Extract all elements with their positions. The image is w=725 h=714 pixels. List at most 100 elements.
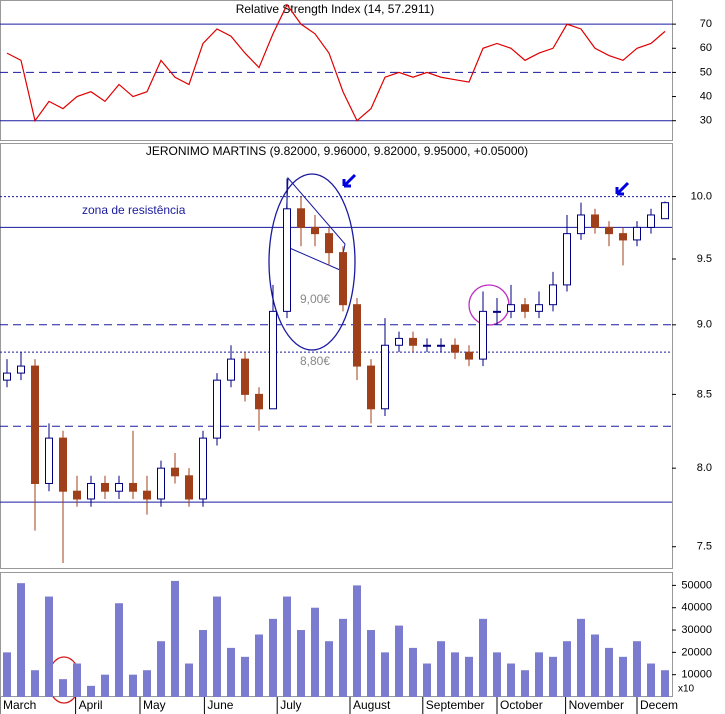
y-tick-label: 7.5 bbox=[697, 541, 712, 553]
candle-body bbox=[507, 304, 515, 312]
annotation: zona de resistência bbox=[82, 203, 186, 217]
volume-bar bbox=[311, 607, 319, 697]
candle-body bbox=[213, 379, 221, 439]
volume-bar bbox=[339, 618, 347, 697]
unit-label: x10 bbox=[678, 684, 695, 695]
arrow bbox=[615, 181, 630, 196]
candle-body bbox=[577, 214, 585, 235]
volume-bar bbox=[591, 634, 599, 697]
candle-body bbox=[157, 467, 165, 500]
candle-body bbox=[409, 337, 417, 346]
volume-bar bbox=[3, 652, 11, 697]
volume-bar bbox=[395, 625, 403, 697]
volume-bar bbox=[661, 670, 669, 697]
volume-bar bbox=[493, 652, 501, 697]
candle-body bbox=[367, 365, 375, 410]
y-tick-label: 9.0 bbox=[697, 319, 712, 331]
candle-body bbox=[101, 482, 109, 492]
candle-body bbox=[661, 202, 669, 220]
annotation: 9,00€ bbox=[300, 292, 330, 306]
x-tick-label: June bbox=[207, 698, 233, 712]
rsi-frame bbox=[0, 0, 673, 141]
volume-bar bbox=[353, 585, 361, 697]
volume-bar bbox=[297, 630, 305, 697]
candle-body bbox=[171, 467, 179, 477]
candle-body bbox=[535, 304, 543, 312]
y-tick-label: 50000 bbox=[681, 579, 712, 591]
volume-bar bbox=[633, 641, 641, 697]
candle-body bbox=[283, 208, 291, 312]
candle-body bbox=[591, 214, 599, 228]
x-tick-label: September bbox=[426, 698, 485, 712]
volume-bar bbox=[129, 674, 137, 697]
candle-body bbox=[143, 490, 151, 500]
volume-bar bbox=[563, 641, 571, 697]
x-tick-label: July bbox=[280, 698, 301, 712]
volume-bar bbox=[549, 656, 557, 697]
volume-bar bbox=[325, 641, 333, 697]
pattern-ellipse bbox=[268, 173, 356, 351]
candle-body bbox=[45, 437, 53, 484]
x-tick-label: March bbox=[3, 698, 36, 712]
candle-body bbox=[563, 233, 571, 286]
volume-bar bbox=[115, 603, 123, 697]
candle-body bbox=[479, 310, 487, 360]
x-tick-label: November bbox=[569, 698, 624, 712]
volume-bar bbox=[87, 685, 95, 697]
candle-body bbox=[605, 226, 613, 235]
x-tick-label: May bbox=[143, 698, 166, 712]
volume-bar bbox=[283, 596, 291, 697]
volume-bar bbox=[479, 618, 487, 697]
candle-body bbox=[647, 214, 655, 228]
price-title: JERONIMO MARTINS (9.82000, 9.96000, 9.82… bbox=[146, 144, 528, 158]
candle-body bbox=[87, 482, 95, 500]
volume-bar bbox=[507, 663, 515, 697]
y-tick-label: 50 bbox=[700, 66, 712, 78]
y-tick-label: 70 bbox=[700, 18, 712, 30]
y-tick-label: 10000 bbox=[681, 669, 712, 681]
candle-body bbox=[311, 226, 319, 235]
volume-bar bbox=[171, 580, 179, 697]
candle-body bbox=[115, 482, 123, 492]
volume-bar bbox=[59, 679, 67, 697]
volume-bar bbox=[619, 656, 627, 697]
volume-bar bbox=[255, 634, 263, 697]
candle-body bbox=[633, 226, 641, 241]
volume-bar bbox=[521, 670, 529, 697]
y-tick-label: 8.5 bbox=[697, 388, 712, 400]
volume-bar bbox=[535, 652, 543, 697]
annotation: 8,80€ bbox=[300, 354, 330, 368]
volume-bar bbox=[17, 583, 25, 697]
volume-bar bbox=[423, 663, 431, 697]
volume-bar bbox=[143, 670, 151, 697]
candle-body bbox=[339, 252, 347, 306]
candle-body bbox=[297, 208, 305, 228]
y-tick-label: 40000 bbox=[681, 602, 712, 614]
candle-body bbox=[325, 233, 333, 254]
candle-body bbox=[185, 475, 193, 500]
y-tick-label: 10.0 bbox=[691, 190, 712, 202]
volume-bar bbox=[367, 630, 375, 697]
volume-bar bbox=[437, 641, 445, 697]
rsi-line bbox=[6, 3, 666, 123]
candle-body bbox=[423, 344, 431, 347]
volume-bar bbox=[157, 641, 165, 697]
volume-bar bbox=[605, 647, 613, 697]
candle-body bbox=[619, 233, 627, 241]
candle-body bbox=[3, 372, 11, 381]
rsi-title: Relative Strength Index (14, 57.2911) bbox=[236, 2, 435, 16]
x-tick-label: August bbox=[353, 698, 391, 712]
y-tick-label: 30 bbox=[700, 115, 712, 127]
y-tick-label: 60 bbox=[700, 42, 712, 54]
y-tick-label: 30000 bbox=[681, 624, 712, 636]
candle-body bbox=[437, 344, 445, 347]
price-frame bbox=[0, 143, 673, 569]
volume-bar bbox=[647, 663, 655, 697]
candle-body bbox=[549, 284, 557, 306]
volume-bar bbox=[45, 596, 53, 697]
y-tick-label: 20000 bbox=[681, 646, 712, 658]
volume-bar bbox=[577, 618, 585, 697]
